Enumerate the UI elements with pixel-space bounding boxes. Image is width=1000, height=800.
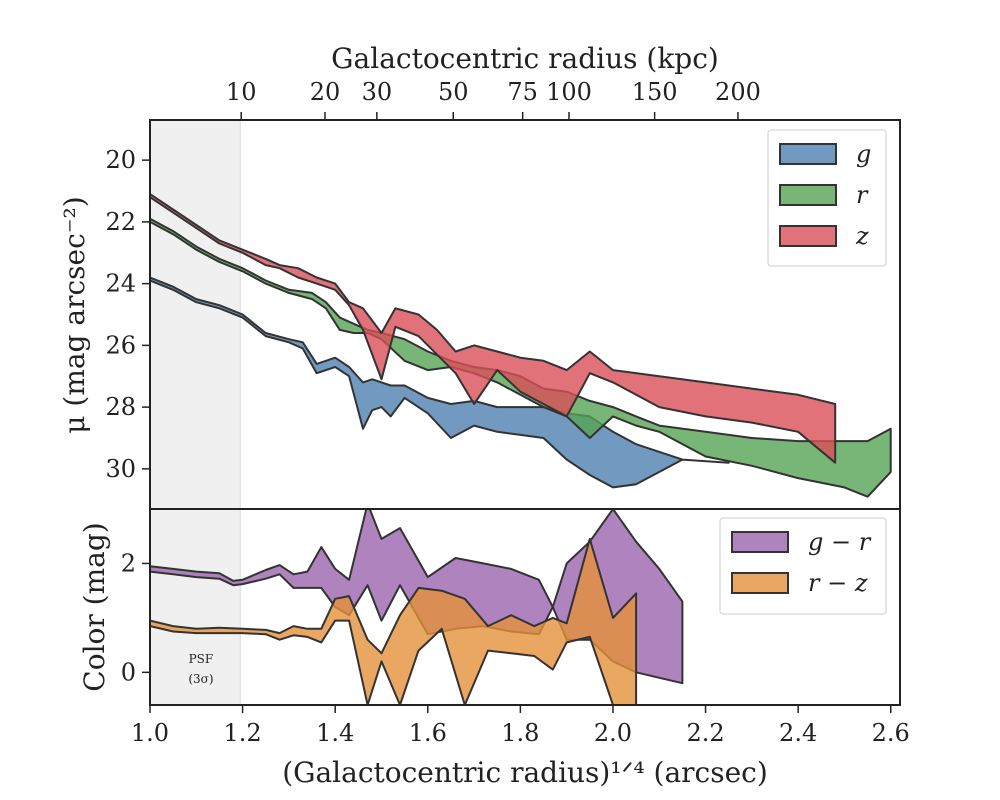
bottom-x-axis-label: (Galactocentric radius)¹ᐟ⁴ (arcsec) [282, 756, 768, 789]
x-tick-label: 2.4 [779, 719, 817, 747]
x-tick-label: 1.6 [409, 719, 447, 747]
color-panel: 0 2 1.0 1.2 1.4 1.6 1.8 2.0 2.2 2.4 2.6 PSF (3σ) g − … [121, 508, 910, 747]
band-z [150, 193, 837, 464]
top-x-tick-label: 200 [715, 78, 761, 106]
x-tick-label: 2.0 [594, 719, 632, 747]
y-tick-label: 24 [105, 270, 136, 298]
top-x-tick-label: 20 [310, 78, 341, 106]
axes-frame [149, 508, 901, 706]
legend-label: r − z [808, 569, 868, 597]
legend-swatch [779, 143, 837, 165]
legend: g − r r − z [719, 517, 887, 615]
y-tick-label: 0 [121, 658, 136, 686]
psf-label: PSF [189, 652, 214, 666]
legend: grz [767, 129, 887, 267]
top-x-tick-label: 50 [438, 78, 469, 106]
x-tick-label: 2.6 [872, 719, 910, 747]
legend-swatch [731, 531, 789, 553]
band-g [150, 276, 730, 489]
x-tick-label: 1.0 [131, 719, 169, 747]
y-axis-label-surface-brightness: μ (mag arcsec⁻²) [58, 196, 91, 433]
legend-label: z [855, 222, 869, 250]
y-tick-label: 22 [105, 208, 136, 236]
top-x-tick-label: 150 [632, 78, 678, 106]
legend-swatch [779, 225, 837, 247]
legend-label: g − r [808, 528, 872, 556]
legend-swatch [779, 184, 837, 206]
y-tick-label: 2 [121, 549, 136, 577]
plot-area [150, 509, 684, 705]
top-x-axis-label: Galactocentric radius (kpc) [331, 42, 719, 75]
top-x-tick-label: 75 [507, 78, 538, 106]
psf-label: (3σ) [188, 672, 213, 686]
band-rz [150, 537, 638, 705]
top-x-tick-label: 100 [546, 78, 592, 106]
y-axis-label-color: Color (mag) [78, 522, 111, 691]
top-x-tick-label: 30 [362, 78, 393, 106]
psf-region [150, 120, 241, 509]
plot-area [150, 120, 892, 509]
y-tick-label: 26 [105, 331, 136, 359]
legend-label: g [856, 140, 871, 168]
psf-region [150, 509, 241, 705]
legend-label: r [856, 181, 869, 209]
x-tick-label: 2.2 [686, 719, 724, 747]
y-tick-label: 20 [105, 146, 136, 174]
y-tick-label: 30 [105, 455, 136, 483]
x-tick-label: 1.4 [316, 719, 354, 747]
legend-swatch [731, 572, 789, 594]
top-x-tick-label: 10 [226, 78, 257, 106]
x-tick-label: 1.2 [224, 719, 262, 747]
y-tick-label: 28 [105, 393, 136, 421]
x-tick-label: 1.8 [501, 719, 539, 747]
band-r [150, 217, 892, 498]
